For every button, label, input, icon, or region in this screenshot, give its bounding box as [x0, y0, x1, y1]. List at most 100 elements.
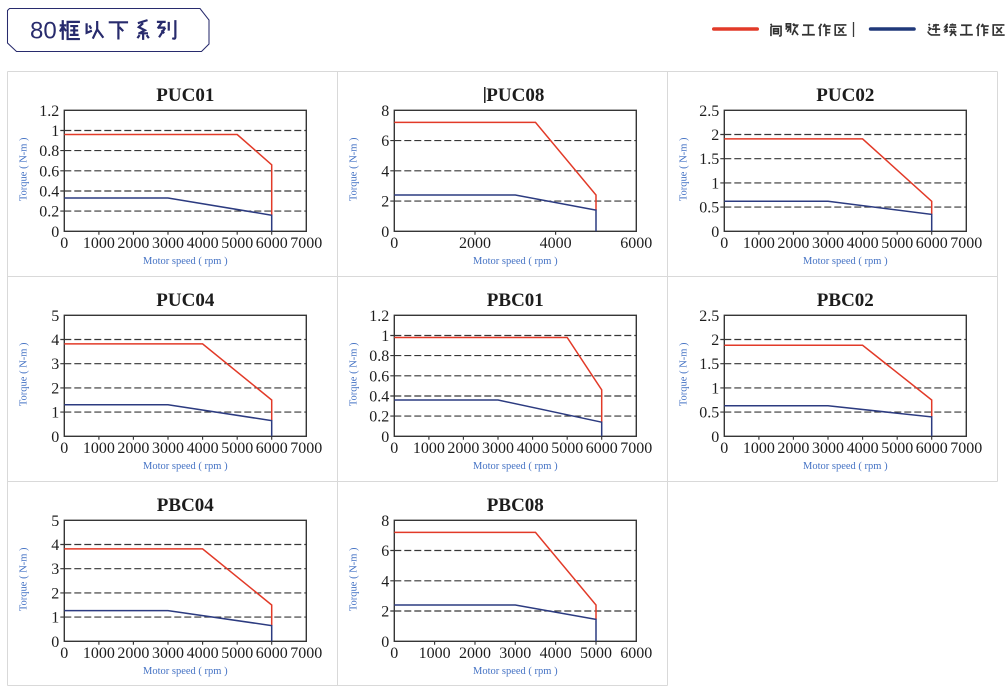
svg-text:1000: 1000 [83, 645, 115, 662]
svg-text:0: 0 [51, 429, 59, 446]
svg-text:3000: 3000 [152, 235, 184, 252]
svg-text:0.6: 0.6 [369, 368, 389, 385]
svg-text:2000: 2000 [777, 235, 809, 252]
svg-text:4: 4 [381, 573, 389, 590]
svg-text:7000: 7000 [620, 440, 652, 457]
svg-text:PUC01: PUC01 [156, 85, 214, 106]
svg-text:6000: 6000 [620, 645, 652, 662]
svg-text:7000: 7000 [290, 440, 322, 457]
svg-text:PUC08: PUC08 [486, 85, 544, 106]
svg-text:2000: 2000 [117, 645, 149, 662]
svg-text:2000: 2000 [117, 235, 149, 252]
svg-text:5: 5 [51, 308, 59, 325]
svg-text:2000: 2000 [117, 440, 149, 457]
svg-text:4000: 4000 [540, 235, 572, 252]
svg-text:7000: 7000 [290, 645, 322, 662]
svg-text:PBC08: PBC08 [487, 495, 544, 516]
svg-text:1.2: 1.2 [369, 308, 389, 325]
svg-text:6000: 6000 [916, 440, 948, 457]
svg-text:1: 1 [381, 328, 389, 345]
svg-text:0: 0 [381, 429, 389, 446]
svg-text:3: 3 [51, 356, 59, 373]
svg-text:0: 0 [390, 440, 398, 457]
svg-text:2: 2 [711, 127, 719, 144]
svg-text:5000: 5000 [221, 645, 253, 662]
svg-text:3000: 3000 [812, 440, 844, 457]
svg-text:4000: 4000 [847, 440, 879, 457]
svg-text:4000: 4000 [540, 645, 572, 662]
svg-text:3000: 3000 [499, 645, 531, 662]
svg-text:Torque ( N-m ): Torque ( N-m ) [679, 342, 690, 406]
svg-text:6000: 6000 [916, 235, 948, 252]
svg-text:PBC02: PBC02 [817, 290, 874, 311]
svg-text:0: 0 [711, 224, 719, 241]
svg-text:PUC02: PUC02 [816, 85, 874, 106]
svg-text:0.6: 0.6 [39, 163, 59, 180]
svg-text:0: 0 [390, 235, 398, 252]
svg-text:6000: 6000 [586, 440, 618, 457]
svg-text:2.5: 2.5 [699, 308, 719, 325]
svg-text:4: 4 [51, 537, 59, 554]
svg-text:1000: 1000 [83, 440, 115, 457]
svg-text:2: 2 [711, 332, 719, 349]
svg-text:7000: 7000 [950, 440, 982, 457]
svg-text:0.5: 0.5 [699, 405, 719, 422]
svg-text:0.4: 0.4 [369, 389, 389, 406]
svg-text:2.5: 2.5 [699, 103, 719, 120]
svg-text:1000: 1000 [743, 440, 775, 457]
svg-text:Motor speed ( rpm ): Motor speed ( rpm ) [803, 461, 888, 472]
svg-text:3000: 3000 [812, 235, 844, 252]
svg-text:0: 0 [381, 224, 389, 241]
svg-text:1000: 1000 [83, 235, 115, 252]
svg-text:0.2: 0.2 [39, 204, 59, 221]
svg-text:0: 0 [60, 235, 68, 252]
svg-text:2000: 2000 [459, 235, 491, 252]
svg-text:1: 1 [711, 175, 719, 192]
svg-text:5000: 5000 [221, 235, 253, 252]
svg-text:1: 1 [51, 610, 59, 627]
svg-text:0: 0 [51, 224, 59, 241]
svg-text:0: 0 [51, 634, 59, 651]
svg-text:2: 2 [51, 585, 59, 602]
svg-text:Torque ( N-m ): Torque ( N-m ) [349, 342, 360, 406]
svg-text:0.2: 0.2 [369, 409, 389, 426]
svg-text:5000: 5000 [580, 645, 612, 662]
svg-text:0.4: 0.4 [39, 184, 59, 201]
svg-text:1: 1 [711, 380, 719, 397]
svg-text:1.5: 1.5 [699, 356, 719, 373]
svg-text:2000: 2000 [777, 440, 809, 457]
svg-text:0: 0 [390, 645, 398, 662]
svg-text:5000: 5000 [221, 440, 253, 457]
svg-text:0: 0 [720, 440, 728, 457]
svg-text:3000: 3000 [152, 645, 184, 662]
svg-text:0: 0 [60, 645, 68, 662]
svg-text:6000: 6000 [256, 235, 288, 252]
svg-text:5: 5 [51, 513, 59, 530]
svg-text:1000: 1000 [419, 645, 451, 662]
svg-text:4: 4 [381, 163, 389, 180]
svg-text:1: 1 [51, 405, 59, 422]
svg-text:Motor speed ( rpm ): Motor speed ( rpm ) [143, 256, 228, 267]
svg-text:Torque ( N-m ): Torque ( N-m ) [19, 547, 30, 611]
svg-text:Torque ( N-m ): Torque ( N-m ) [19, 342, 30, 406]
svg-text:2000: 2000 [447, 440, 479, 457]
svg-text:1000: 1000 [413, 440, 445, 457]
svg-text:1.2: 1.2 [39, 103, 59, 120]
svg-text:5000: 5000 [881, 440, 913, 457]
svg-text:80: 80 [30, 18, 57, 45]
svg-text:4000: 4000 [517, 440, 549, 457]
svg-text:7000: 7000 [290, 235, 322, 252]
svg-text:Torque ( N-m ): Torque ( N-m ) [679, 137, 690, 201]
svg-text:Motor speed ( rpm ): Motor speed ( rpm ) [473, 666, 558, 677]
svg-text:4000: 4000 [847, 235, 879, 252]
svg-text:Torque ( N-m ): Torque ( N-m ) [349, 547, 360, 611]
svg-text:Motor speed ( rpm ): Motor speed ( rpm ) [143, 461, 228, 472]
svg-text:Torque ( N-m ): Torque ( N-m ) [19, 137, 30, 201]
svg-text:8: 8 [381, 513, 389, 530]
svg-text:7000: 7000 [950, 235, 982, 252]
svg-text:5000: 5000 [881, 235, 913, 252]
svg-text:Motor speed ( rpm ): Motor speed ( rpm ) [143, 666, 228, 677]
svg-text:Torque ( N-m ): Torque ( N-m ) [349, 137, 360, 201]
svg-text:3000: 3000 [482, 440, 514, 457]
svg-text:0.8: 0.8 [369, 348, 389, 365]
